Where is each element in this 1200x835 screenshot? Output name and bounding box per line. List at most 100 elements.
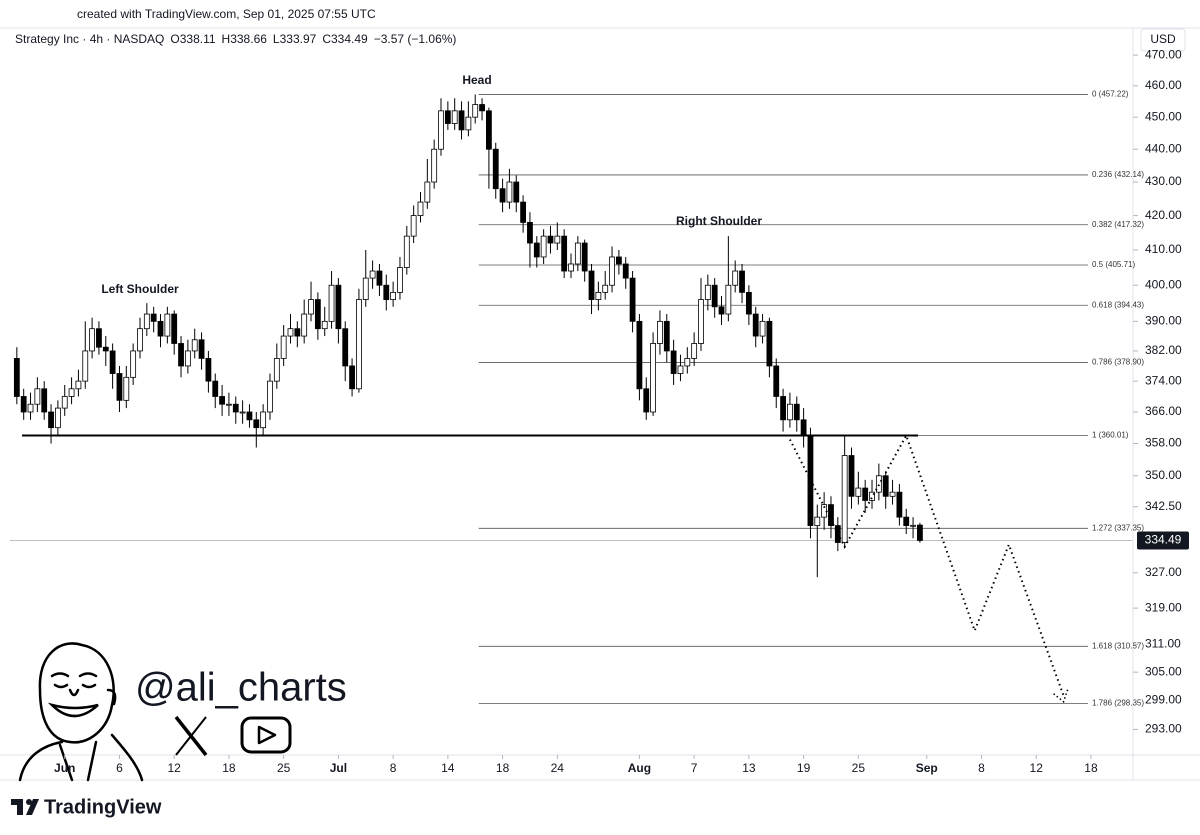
pattern-label: Head <box>462 73 491 87</box>
candle-body <box>650 343 656 413</box>
candle-body <box>54 407 61 429</box>
candle-body <box>527 222 533 244</box>
pattern-label: Right Shoulder <box>676 214 762 228</box>
projection-arrow <box>1053 689 1069 704</box>
x-tick-label: Sep <box>916 761 938 775</box>
candle-body <box>643 388 650 413</box>
candle-body <box>670 350 677 374</box>
currency: USD <box>1150 32 1176 46</box>
candle-body <box>472 104 479 118</box>
candle-body <box>219 396 225 405</box>
candle-body <box>198 339 205 359</box>
candle-body <box>444 110 451 124</box>
candle-body <box>882 475 889 497</box>
candle-body <box>889 491 896 497</box>
candle-body <box>780 396 786 421</box>
credit: created with TradingView.com, Sep 01, 20… <box>77 7 376 21</box>
candle-body <box>342 328 349 367</box>
candle-body <box>171 313 178 344</box>
candle-body <box>479 104 485 112</box>
x-tick-label: 13 <box>742 761 756 775</box>
x-tick-label: 19 <box>797 761 811 775</box>
y-tick-label: 305.00 <box>1145 664 1182 678</box>
candle-body <box>287 328 294 337</box>
candle-body <box>910 524 916 527</box>
watermark: @ali_charts <box>135 666 347 710</box>
candle-body <box>903 516 910 526</box>
candle-body <box>691 343 698 359</box>
candle-body <box>855 487 862 497</box>
x-tick-label: 18 <box>496 761 510 775</box>
candle-body <box>109 350 116 374</box>
x-tick-label: Jul <box>330 761 347 775</box>
candle-body <box>745 291 752 315</box>
candle-body <box>191 339 198 352</box>
y-tick-label: 470.00 <box>1145 47 1182 61</box>
y-tick-label: 299.00 <box>1145 693 1182 707</box>
fib-label: 0 (457.22) <box>1092 90 1129 99</box>
candle-body <box>793 403 800 421</box>
ohlc-value: C334.49 <box>322 32 368 46</box>
candle-body <box>574 242 581 265</box>
y-tick-label: 450.00 <box>1145 109 1182 123</box>
x-tick-label: 18 <box>222 761 236 775</box>
candle-body <box>622 263 629 279</box>
x-tick-label: 24 <box>551 761 565 775</box>
candle-body <box>335 284 342 330</box>
candle-body <box>561 235 568 272</box>
fib-label: 0.382 (417.32) <box>1092 220 1144 229</box>
candle-body <box>588 270 595 300</box>
candle-body <box>581 242 588 272</box>
candle-body <box>540 235 547 258</box>
x-tick-label: 14 <box>441 761 455 775</box>
candle-body <box>205 358 212 382</box>
fib-label: 0.236 (432.14) <box>1092 170 1144 179</box>
candle-body <box>383 284 390 300</box>
change: −3.57 (−1.06%) <box>374 32 457 46</box>
candle-body <box>349 365 355 390</box>
candle-body <box>677 365 684 374</box>
candle-body <box>68 388 75 397</box>
last-price-box <box>1137 531 1189 550</box>
candle-body <box>34 388 41 405</box>
candle-body <box>178 343 184 367</box>
candle-body <box>725 284 732 315</box>
candle-body <box>704 284 711 300</box>
y-tick-label: 400.00 <box>1145 277 1182 291</box>
candle-body <box>246 411 253 421</box>
y-tick-label: 366.00 <box>1145 404 1182 418</box>
candle-body <box>732 270 739 286</box>
candle-body <box>615 256 622 265</box>
candle-body <box>410 215 417 237</box>
candle-body <box>896 491 903 518</box>
candle-body <box>61 396 68 409</box>
candle-body <box>554 235 561 244</box>
fib-label: 0.5 (405.71) <box>1092 260 1135 269</box>
fib-label: 1.786 (298.35) <box>1092 699 1144 708</box>
candle-body <box>773 365 780 397</box>
x-logo <box>174 715 208 757</box>
y-tick-label: 358.00 <box>1145 436 1182 450</box>
candle-body <box>698 299 704 344</box>
candle-body <box>465 116 472 131</box>
candle-body <box>82 350 89 382</box>
candle-body <box>89 328 95 352</box>
symbol: Strategy Inc · 4h · NASDAQ <box>15 32 164 46</box>
candle-body <box>492 148 499 190</box>
ohlc-value: L333.97 <box>273 32 317 46</box>
candle-body <box>451 110 458 124</box>
candle-body <box>841 455 848 543</box>
candle-body <box>280 335 287 359</box>
candle-body <box>438 110 444 150</box>
fib-label: 1.272 (337.35) <box>1092 523 1144 532</box>
candle-body <box>143 313 150 330</box>
y-tick-label: 293.00 <box>1145 722 1182 736</box>
y-tick-label: 430.00 <box>1145 174 1182 188</box>
candle-body <box>308 299 314 315</box>
candle-body <box>486 110 492 150</box>
candle-body <box>102 346 109 352</box>
candle-body <box>13 358 20 397</box>
candle-body <box>657 320 663 344</box>
candle-body <box>123 376 130 401</box>
